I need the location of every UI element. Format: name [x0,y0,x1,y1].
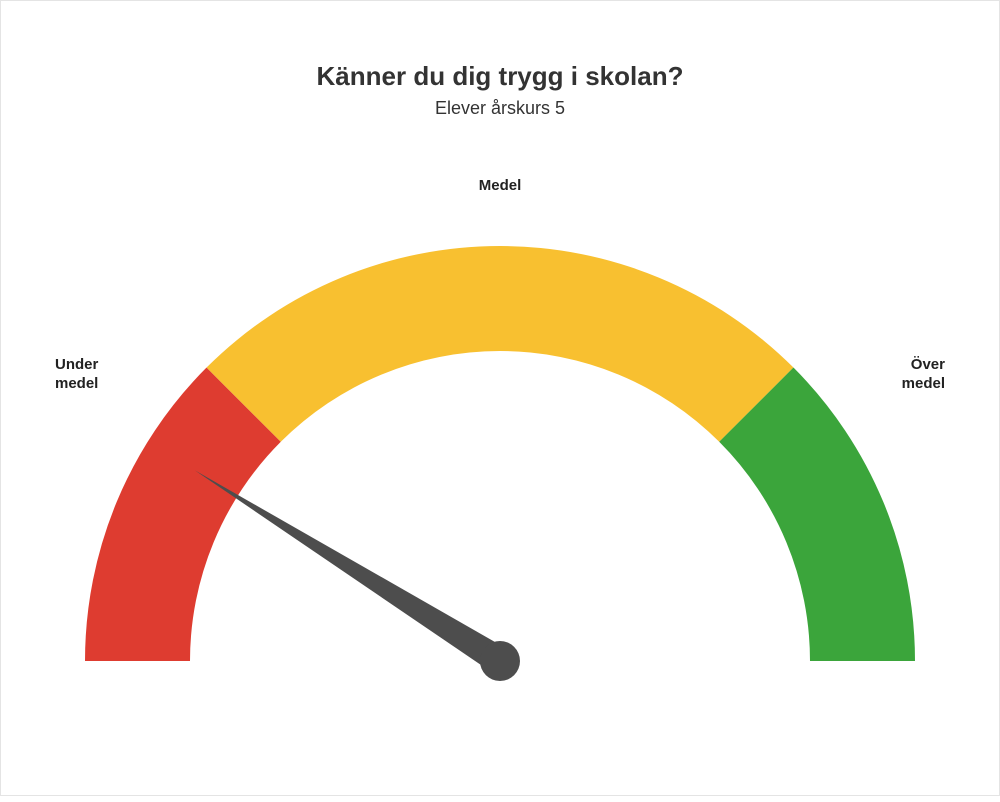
gauge-label-medel: Medel [479,177,522,196]
chart-frame: Känner du dig trygg i skolan? Elever års… [0,0,1000,796]
gauge-label-over-medel: Över medel [902,356,945,394]
gauge-segments [85,246,915,661]
gauge-chart: Under medel Medel Över medel [0,1,1000,797]
gauge-needle [195,470,520,681]
gauge-svg [0,1,1000,797]
gauge-segment-medel [207,246,794,442]
gauge-label-under-medel: Under medel [55,356,98,394]
